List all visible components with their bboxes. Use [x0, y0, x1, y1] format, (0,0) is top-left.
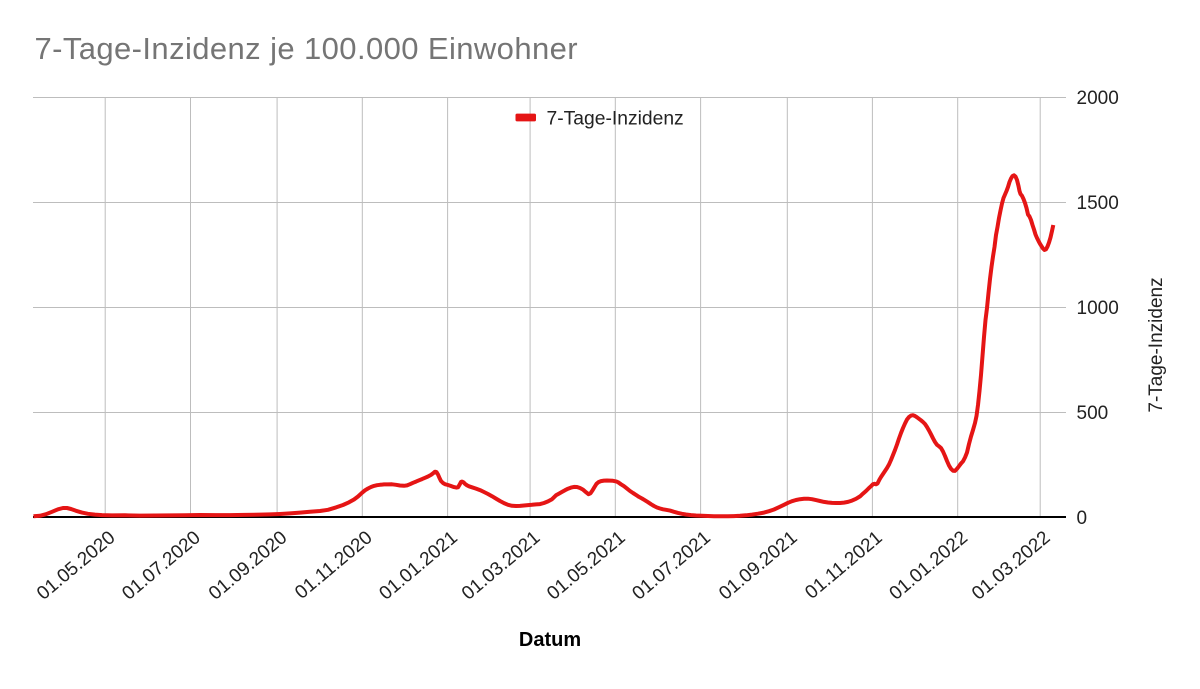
svg-text:Datum: Datum	[519, 629, 581, 651]
svg-text:0: 0	[1077, 508, 1088, 529]
svg-text:2000: 2000	[1077, 88, 1119, 109]
svg-text:7-Tage-Inzidenz je 100.000 Ein: 7-Tage-Inzidenz je 100.000 Einwohner	[35, 31, 578, 66]
svg-text:1500: 1500	[1077, 193, 1119, 214]
svg-text:7-Tage-Inzidenz: 7-Tage-Inzidenz	[1146, 277, 1167, 412]
svg-text:7-Tage-Inzidenz: 7-Tage-Inzidenz	[547, 108, 684, 129]
svg-text:1000: 1000	[1077, 298, 1119, 319]
svg-text:500: 500	[1077, 403, 1109, 424]
